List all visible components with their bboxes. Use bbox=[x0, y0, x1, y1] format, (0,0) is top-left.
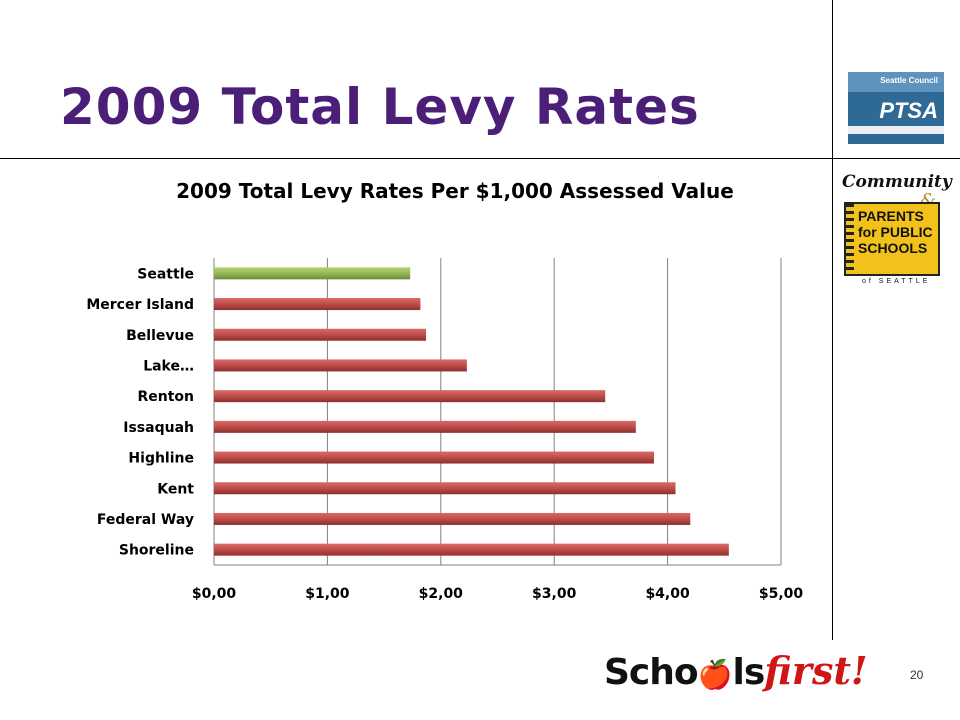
bar-issaquah bbox=[214, 420, 636, 433]
logo-divider bbox=[832, 0, 833, 640]
category-label: Federal Way bbox=[97, 512, 194, 528]
bar-federal-way bbox=[214, 512, 691, 525]
ptsa-logo-sky bbox=[848, 72, 944, 92]
x-tick-label: $4,00 bbox=[645, 586, 690, 602]
category-label: Mercer Island bbox=[86, 297, 194, 313]
x-tick-label: $3,00 bbox=[532, 586, 577, 602]
page-number: 20 bbox=[910, 668, 924, 682]
bar-shoreline bbox=[214, 543, 729, 556]
levy-rate-bar-chart: Seattle Mercer Island Bellevue Lake… Renton I… bbox=[86, 258, 804, 602]
x-tick-label: $1,00 bbox=[305, 586, 350, 602]
category-label: Highline bbox=[128, 451, 194, 467]
sf-logo-part1: Scho bbox=[604, 652, 699, 693]
chart-title: 2009 Total Levy Rates Per $1,000 Assesse… bbox=[176, 179, 734, 203]
cppps-book-text: PARENTS for PUBLIC SCHOOLS bbox=[858, 208, 933, 256]
cppps-book bbox=[844, 202, 940, 276]
bars bbox=[214, 267, 729, 556]
x-tick-labels: $0,00 $1,00 $2,00 $3,00 $4,00 $5,00 bbox=[192, 586, 804, 602]
category-label: Seattle bbox=[137, 266, 194, 282]
cppps-sub-text: of SEATTLE bbox=[862, 278, 931, 285]
category-label: Lake… bbox=[143, 358, 194, 374]
x-tick-label: $0,00 bbox=[192, 586, 237, 602]
schools-first-logo: Scho🍎lsfirst! bbox=[604, 648, 894, 694]
slide-title: 2009 Total Levy Rates bbox=[60, 78, 700, 136]
cppps-community-text: Community bbox=[842, 172, 952, 192]
category-labels: Seattle Mercer Island Bellevue Lake… Renton I… bbox=[86, 266, 194, 558]
ptsa-logo-line2: PTSA bbox=[879, 98, 938, 123]
bar-mercer-island bbox=[214, 298, 421, 311]
sf-logo-part2: ls bbox=[732, 652, 766, 693]
category-label: Kent bbox=[157, 481, 194, 497]
bar-seattle bbox=[214, 267, 411, 280]
category-label: Bellevue bbox=[126, 328, 194, 344]
bar-kent bbox=[214, 482, 676, 495]
bar-renton bbox=[214, 390, 606, 403]
ptsa-logo-base bbox=[848, 126, 944, 134]
category-label: Issaquah bbox=[123, 420, 194, 436]
sf-logo-part3: first! bbox=[764, 648, 868, 693]
bar-lake bbox=[214, 359, 467, 372]
cppps-spiral bbox=[844, 204, 854, 274]
apple-icon: 🍎 bbox=[697, 658, 733, 691]
title-divider bbox=[0, 158, 960, 159]
bar-bellevue bbox=[214, 328, 427, 341]
x-tick-label: $5,00 bbox=[759, 586, 804, 602]
category-label: Shoreline bbox=[119, 543, 194, 559]
x-tick-label: $2,00 bbox=[419, 586, 464, 602]
seattle-council-ptsa-logo: Seattle Council PTSA bbox=[848, 72, 944, 144]
category-label: Renton bbox=[137, 389, 194, 405]
community-parents-public-schools-logo: Community & PARENTS for PUBLIC SCHOOLS o… bbox=[842, 168, 952, 288]
ptsa-logo-line1: Seattle Council bbox=[880, 76, 938, 85]
bar-highline bbox=[214, 451, 654, 464]
